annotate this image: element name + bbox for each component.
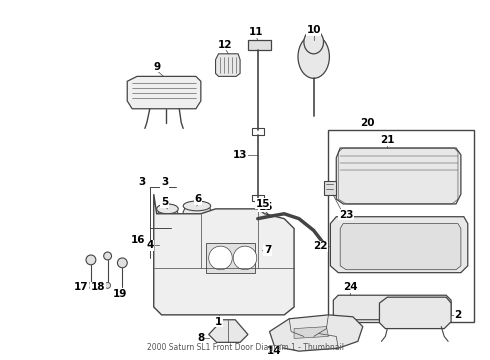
Polygon shape <box>157 209 179 230</box>
Polygon shape <box>379 297 451 329</box>
Polygon shape <box>183 206 212 230</box>
Polygon shape <box>333 295 451 320</box>
Polygon shape <box>340 224 461 270</box>
Polygon shape <box>248 40 271 50</box>
Polygon shape <box>270 315 363 351</box>
Polygon shape <box>157 237 181 256</box>
Text: 23: 23 <box>339 210 353 220</box>
Text: 3: 3 <box>138 177 146 187</box>
Polygon shape <box>127 76 201 109</box>
Text: 15: 15 <box>258 202 273 212</box>
Text: 13: 13 <box>233 150 247 160</box>
Polygon shape <box>216 54 240 76</box>
Text: 24: 24 <box>343 282 357 292</box>
Polygon shape <box>330 217 468 273</box>
Ellipse shape <box>183 201 211 211</box>
Text: 8: 8 <box>197 333 204 343</box>
Text: 20: 20 <box>361 117 375 127</box>
Circle shape <box>228 242 248 262</box>
Text: 4: 4 <box>146 240 153 250</box>
Text: 1: 1 <box>215 317 222 327</box>
Text: 7: 7 <box>264 245 271 255</box>
Circle shape <box>209 246 232 270</box>
Polygon shape <box>219 238 262 266</box>
Text: 11: 11 <box>248 27 263 37</box>
Text: 3: 3 <box>161 177 168 187</box>
Circle shape <box>233 246 257 270</box>
Circle shape <box>224 238 252 266</box>
Text: 18: 18 <box>91 282 105 292</box>
Text: 10: 10 <box>306 25 321 35</box>
Text: 15: 15 <box>255 199 270 209</box>
Circle shape <box>105 283 111 288</box>
Text: 21: 21 <box>380 135 394 145</box>
Ellipse shape <box>298 35 329 78</box>
Ellipse shape <box>157 231 180 241</box>
Circle shape <box>86 255 96 265</box>
Circle shape <box>104 252 112 260</box>
Polygon shape <box>294 327 328 338</box>
Ellipse shape <box>304 30 323 54</box>
Bar <box>328 130 474 322</box>
Text: 16: 16 <box>131 235 145 245</box>
Text: 12: 12 <box>218 40 233 50</box>
Text: 2000 Saturn SL1 Front Door Diagram 1 - Thumbnail: 2000 Saturn SL1 Front Door Diagram 1 - T… <box>147 343 343 352</box>
Circle shape <box>88 283 94 288</box>
Text: 16: 16 <box>131 235 145 245</box>
Text: 14: 14 <box>267 346 282 356</box>
Polygon shape <box>336 148 461 204</box>
Polygon shape <box>154 194 294 315</box>
Polygon shape <box>323 181 336 195</box>
Text: 9: 9 <box>153 62 160 72</box>
Text: 2: 2 <box>454 310 462 320</box>
Text: 19: 19 <box>113 289 127 299</box>
Text: 5: 5 <box>161 197 168 207</box>
Ellipse shape <box>157 204 178 214</box>
Text: 6: 6 <box>194 194 201 204</box>
Bar <box>206 243 255 273</box>
Circle shape <box>118 258 127 268</box>
Polygon shape <box>209 320 248 342</box>
Text: 22: 22 <box>313 241 328 251</box>
Text: 17: 17 <box>74 282 88 292</box>
